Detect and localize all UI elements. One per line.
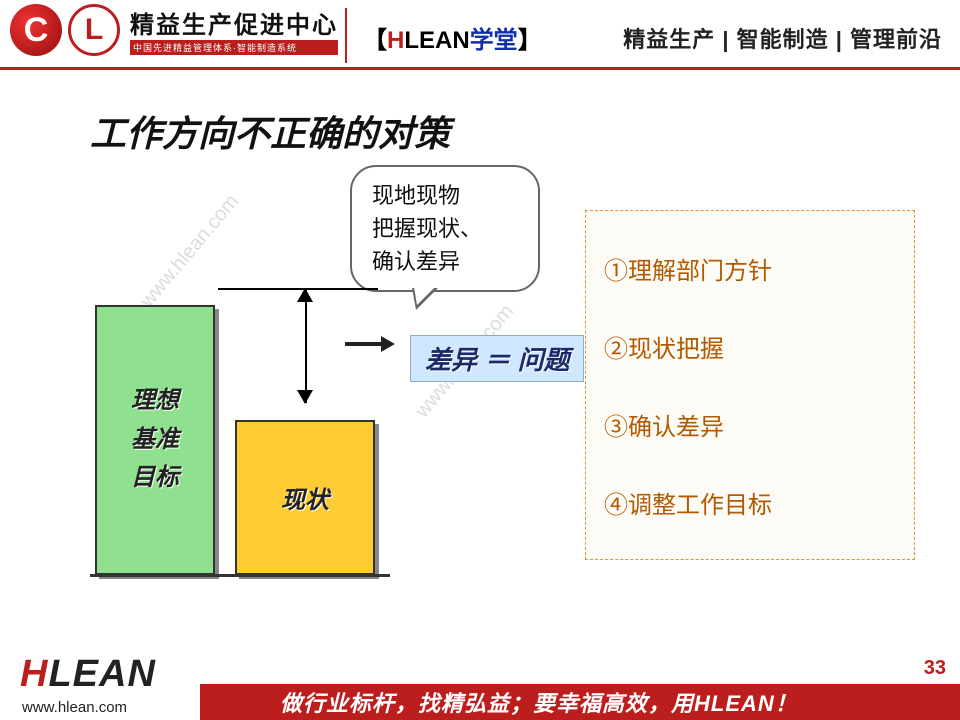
speech-bubble: 现地现物 把握现状、 确认差异 [350, 165, 540, 292]
step-item: ④调整工作目标 [604, 485, 896, 520]
bracket-l: 【 [363, 27, 387, 54]
page-number: 33 [924, 657, 946, 680]
step-item: ①理解部门方针 [604, 251, 896, 286]
page-title: 工作方向不正确的对策 [90, 105, 450, 157]
step-item: ③确认差异 [604, 407, 896, 442]
school-lean: LEAN [404, 27, 469, 54]
logo-c-icon: C [10, 4, 62, 56]
bubble-line: 把握现状、 [372, 212, 522, 245]
arrowhead-down-icon [297, 390, 313, 404]
school-h: H [387, 27, 404, 54]
step-item: ②现状把握 [604, 329, 896, 364]
logo-subtitle: 中国先进精益管理体系·智能制造系统 [130, 40, 338, 55]
bar-current: 现状 [235, 420, 375, 575]
school-blue: 学堂 [470, 27, 518, 54]
bar-ideal-label: 理想 [131, 382, 179, 420]
header-divider [345, 8, 347, 63]
school-tag: 【HLEAN学堂】 [363, 20, 542, 55]
footer-logo-h: H [20, 653, 48, 695]
bubble-line: 现地现物 [372, 179, 522, 212]
logo-l-icon: L [68, 4, 120, 56]
header-keywords: 精益生产 | 智能制造 | 管理前沿 [623, 22, 942, 54]
bar-current-label: 现状 [281, 480, 329, 515]
arrow-right-icon [345, 342, 383, 346]
bar-ideal: 理想 基准 目标 [95, 305, 215, 575]
bracket-r: 】 [518, 27, 542, 54]
gap-equals-problem-badge: 差异 ＝ 问题 [410, 335, 584, 382]
gap-chart: 理想 基准 目标 现状 [90, 290, 410, 575]
footer-slogan-bar: 做行业标杆，找精弘益；要幸福高效，用HLEAN！ [200, 684, 960, 720]
slide-body: 工作方向不正确的对策 www.hlean.com www.hlean.com 现… [0, 70, 960, 630]
chart-baseline [90, 574, 390, 577]
footer-url: www.hlean.com [22, 699, 127, 716]
steps-panel: ①理解部门方针 ②现状把握 ③确认差异 ④调整工作目标 [585, 210, 915, 560]
bar-ideal-label: 目标 [131, 459, 179, 497]
footer-logo: HLEAN [20, 653, 156, 696]
header: C L 精益生产促进中心 中国先进精益管理体系·智能制造系统 【HLEAN学堂】… [0, 0, 960, 70]
footer: HLEAN www.hlean.com 33 做行业标杆，找精弘益；要幸福高效，… [0, 640, 960, 720]
bar-ideal-label: 基准 [131, 421, 179, 459]
gap-vertical-line [305, 290, 307, 403]
bubble-line: 确认差异 [372, 245, 522, 278]
footer-logo-rest: LEAN [48, 653, 155, 695]
logo-title: 精益生产促进中心 [130, 5, 338, 40]
arrowhead-up-icon [297, 288, 313, 302]
brand-logo: C L 精益生产促进中心 中国先进精益管理体系·智能制造系统 [10, 4, 338, 56]
